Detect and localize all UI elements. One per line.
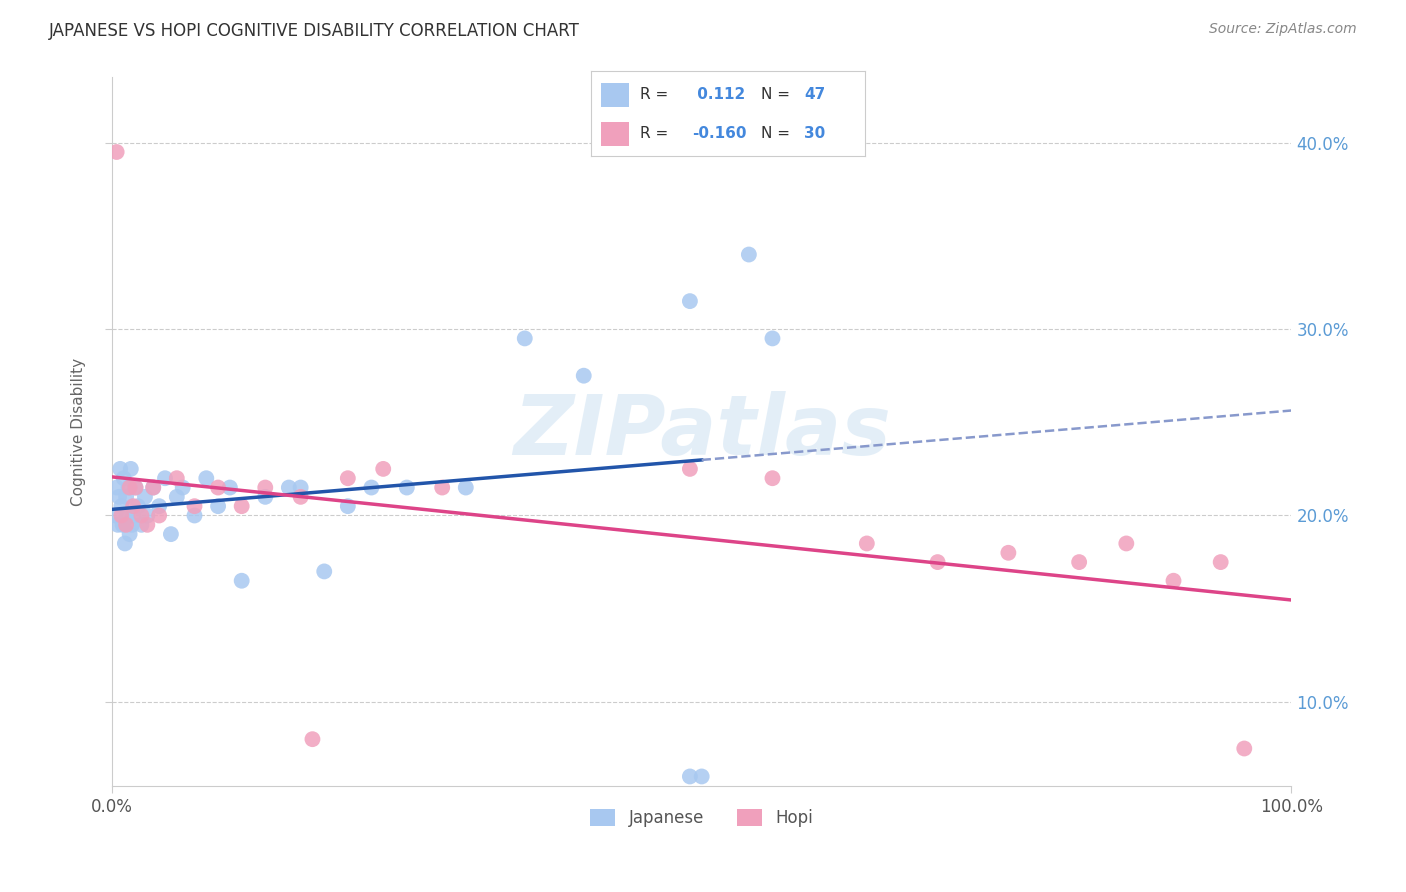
Hopi <box>118 481 141 495</box>
Text: R =: R = <box>640 126 673 141</box>
Japanese <box>111 517 134 532</box>
Japanese <box>124 481 146 495</box>
Japanese <box>105 481 128 495</box>
Japanese <box>395 481 418 495</box>
Japanese <box>166 490 188 504</box>
Text: N =: N = <box>761 126 794 141</box>
Japanese <box>117 508 139 523</box>
Hopi <box>1209 555 1232 569</box>
Text: JAPANESE VS HOPI COGNITIVE DISABILITY CORRELATION CHART: JAPANESE VS HOPI COGNITIVE DISABILITY CO… <box>49 22 581 40</box>
Japanese <box>277 481 299 495</box>
Legend: Japanese, Hopi: Japanese, Hopi <box>583 803 820 834</box>
Japanese <box>131 517 153 532</box>
Text: -0.160: -0.160 <box>692 126 747 141</box>
Japanese <box>572 368 595 383</box>
Japanese <box>122 508 145 523</box>
Text: R =: R = <box>640 87 673 102</box>
Hopi <box>105 145 128 159</box>
Japanese <box>136 508 159 523</box>
Hopi <box>254 481 277 495</box>
Hopi <box>301 732 323 747</box>
Text: 47: 47 <box>804 87 825 102</box>
Japanese <box>142 481 165 495</box>
Japanese <box>114 536 136 550</box>
FancyBboxPatch shape <box>602 83 628 107</box>
Japanese <box>118 527 141 541</box>
Japanese <box>690 769 713 783</box>
Japanese <box>360 481 382 495</box>
Japanese <box>454 481 477 495</box>
Hopi <box>207 481 229 495</box>
Hopi <box>110 508 132 523</box>
Hopi <box>679 462 702 476</box>
Hopi <box>1069 555 1091 569</box>
Hopi <box>136 517 159 532</box>
Japanese <box>104 508 127 523</box>
Japanese <box>761 331 783 345</box>
FancyBboxPatch shape <box>602 122 628 146</box>
Japanese <box>231 574 253 588</box>
Hopi <box>761 471 783 485</box>
Japanese <box>127 499 149 513</box>
Text: N =: N = <box>761 87 794 102</box>
Hopi <box>131 508 153 523</box>
Japanese <box>153 471 176 485</box>
Japanese <box>336 499 359 513</box>
Text: Source: ZipAtlas.com: Source: ZipAtlas.com <box>1209 22 1357 37</box>
Japanese <box>120 462 142 476</box>
Hopi <box>1163 574 1185 588</box>
Hopi <box>290 490 312 504</box>
Japanese <box>183 508 205 523</box>
Japanese <box>219 481 242 495</box>
Hopi <box>142 481 165 495</box>
Hopi <box>997 546 1019 560</box>
Japanese <box>148 499 170 513</box>
Japanese <box>254 490 277 504</box>
Japanese <box>679 294 702 309</box>
Hopi <box>148 508 170 523</box>
Text: 30: 30 <box>804 126 825 141</box>
Hopi <box>183 499 205 513</box>
Japanese <box>107 517 129 532</box>
Japanese <box>108 462 131 476</box>
Hopi <box>336 471 359 485</box>
Text: 0.112: 0.112 <box>692 87 745 102</box>
Hopi <box>115 517 138 532</box>
Japanese <box>207 499 229 513</box>
Japanese <box>738 247 761 261</box>
Text: ZIPatlas: ZIPatlas <box>513 391 890 472</box>
Hopi <box>1115 536 1137 550</box>
Japanese <box>290 481 312 495</box>
Japanese <box>314 565 336 579</box>
Japanese <box>195 471 218 485</box>
Y-axis label: Cognitive Disability: Cognitive Disability <box>72 358 86 506</box>
Hopi <box>432 481 454 495</box>
Hopi <box>122 499 145 513</box>
Hopi <box>1233 741 1256 756</box>
Japanese <box>108 490 131 504</box>
Hopi <box>856 536 879 550</box>
Hopi <box>166 471 188 485</box>
Hopi <box>927 555 949 569</box>
Japanese <box>134 490 156 504</box>
Japanese <box>160 527 183 541</box>
Hopi <box>373 462 395 476</box>
Hopi <box>124 481 146 495</box>
Japanese <box>121 517 143 532</box>
Japanese <box>172 481 194 495</box>
Japanese <box>117 481 139 495</box>
Japanese <box>110 499 132 513</box>
Hopi <box>231 499 253 513</box>
Japanese <box>679 769 702 783</box>
Japanese <box>112 471 135 485</box>
Japanese <box>513 331 536 345</box>
Japanese <box>115 490 138 504</box>
